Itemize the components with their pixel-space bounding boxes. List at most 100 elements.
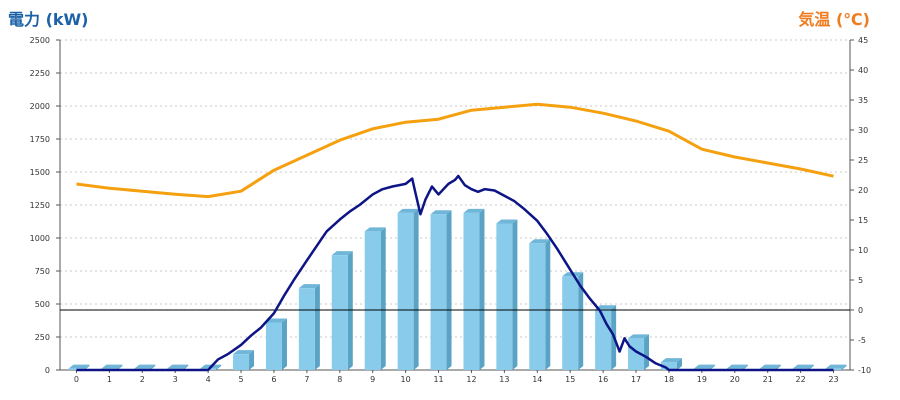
bar-top bbox=[430, 210, 452, 215]
temperature-line bbox=[76, 102, 834, 199]
bar-top bbox=[331, 251, 353, 256]
right-tick-label: -10 bbox=[858, 366, 871, 375]
left-tick-label: 1750 bbox=[30, 135, 50, 144]
bar-side bbox=[808, 364, 814, 370]
bar-top bbox=[792, 364, 814, 369]
bar-top bbox=[825, 364, 847, 369]
power-bar bbox=[529, 243, 546, 370]
right-tick-label: 35 bbox=[858, 96, 868, 105]
left-tick-label: 250 bbox=[35, 333, 50, 342]
bar-side bbox=[446, 210, 452, 370]
left-tick-label: 1250 bbox=[30, 201, 50, 210]
bar-side bbox=[644, 334, 650, 370]
left-tick-label: 1500 bbox=[30, 168, 50, 177]
bar-top bbox=[233, 350, 255, 355]
bar-top bbox=[397, 208, 419, 213]
x-tick-label: 5 bbox=[238, 375, 243, 384]
left-tick-label: 0 bbox=[45, 366, 50, 375]
bar-side bbox=[578, 272, 584, 370]
x-tick-label: 8 bbox=[337, 375, 342, 384]
right-tick-label: 25 bbox=[858, 156, 868, 165]
bar-side bbox=[216, 364, 222, 370]
x-tick-label: 13 bbox=[499, 375, 509, 384]
power-bar bbox=[463, 212, 480, 370]
bar-top bbox=[660, 358, 682, 363]
x-tick-label: 1 bbox=[107, 375, 112, 384]
power-bar bbox=[660, 362, 677, 370]
bar-top bbox=[529, 239, 551, 244]
left-tick-label: 750 bbox=[35, 267, 50, 276]
bar-side bbox=[84, 364, 90, 370]
left-tick-label: 2000 bbox=[30, 102, 50, 111]
x-tick-label: 2 bbox=[140, 375, 145, 384]
power-line bbox=[76, 174, 834, 372]
bar-top bbox=[595, 305, 617, 310]
bar-top bbox=[726, 364, 748, 369]
bar-top bbox=[298, 284, 320, 289]
power-bar bbox=[496, 223, 513, 370]
right-axis-title: 気温 (℃) bbox=[798, 10, 870, 29]
bar-top bbox=[693, 364, 715, 369]
power-bar bbox=[298, 288, 315, 370]
bar-top bbox=[68, 364, 90, 369]
right-tick-label: -5 bbox=[858, 336, 866, 345]
bar-side bbox=[249, 350, 255, 370]
bar-side bbox=[676, 358, 682, 370]
x-tick-label: 12 bbox=[466, 375, 476, 384]
x-tick-label: 9 bbox=[370, 375, 375, 384]
bar-side bbox=[117, 364, 123, 370]
bar-side bbox=[742, 364, 748, 370]
bar-side bbox=[545, 239, 551, 370]
left-tick-label: 1000 bbox=[30, 234, 50, 243]
x-tick-label: 6 bbox=[271, 375, 276, 384]
x-tick-label: 15 bbox=[565, 375, 575, 384]
left-tick-label: 2250 bbox=[30, 69, 50, 78]
right-tick-label: 0 bbox=[858, 306, 863, 315]
bar-side bbox=[413, 208, 419, 370]
x-tick-label: 3 bbox=[173, 375, 178, 384]
x-tick-label: 0 bbox=[74, 375, 79, 384]
x-tick-label: 20 bbox=[730, 375, 740, 384]
x-tick-label: 11 bbox=[433, 375, 443, 384]
x-tick-label: 21 bbox=[763, 375, 773, 384]
bar-side bbox=[150, 364, 156, 370]
power-bar bbox=[628, 338, 645, 370]
bar-top bbox=[759, 364, 781, 369]
right-tick-label: 40 bbox=[858, 66, 868, 75]
bar-side bbox=[380, 227, 386, 370]
right-tick-label: 10 bbox=[858, 246, 868, 255]
x-tick-label: 14 bbox=[532, 375, 542, 384]
x-tick-label: 19 bbox=[697, 375, 707, 384]
power-bar bbox=[562, 276, 579, 370]
power-bar bbox=[397, 212, 414, 370]
left-tick-label: 500 bbox=[35, 300, 50, 309]
power-bar bbox=[265, 322, 282, 370]
bar-side bbox=[841, 364, 847, 370]
bar-side bbox=[709, 364, 715, 370]
bar-top bbox=[265, 318, 287, 323]
bar-side bbox=[314, 284, 320, 370]
right-tick-label: 15 bbox=[858, 216, 868, 225]
bar-side bbox=[183, 364, 189, 370]
left-tick-label: 2500 bbox=[30, 36, 50, 45]
right-tick-label: 5 bbox=[858, 276, 863, 285]
power-bar bbox=[233, 354, 250, 370]
bar-top bbox=[463, 208, 485, 213]
power-bar bbox=[331, 255, 348, 370]
power-bar bbox=[430, 214, 447, 370]
bar-side bbox=[512, 219, 518, 370]
right-tick-label: 30 bbox=[858, 126, 868, 135]
bar-top bbox=[496, 219, 518, 224]
bar-top bbox=[134, 364, 156, 369]
bar-top bbox=[167, 364, 189, 369]
x-tick-label: 17 bbox=[631, 375, 641, 384]
right-tick-label: 20 bbox=[858, 186, 868, 195]
x-tick-label: 23 bbox=[828, 375, 838, 384]
power-bar bbox=[364, 231, 381, 370]
bar-side bbox=[281, 318, 287, 370]
x-tick-label: 7 bbox=[304, 375, 309, 384]
bar-top bbox=[364, 227, 386, 232]
left-axis-title: 電力 (kW) bbox=[8, 10, 89, 29]
